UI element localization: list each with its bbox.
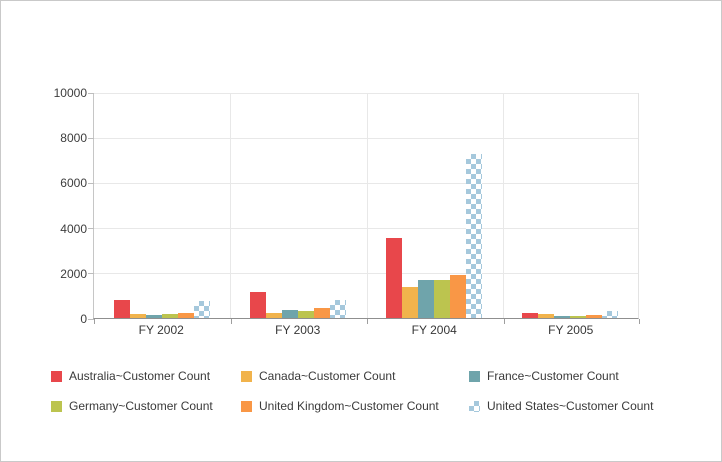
legend-item[interactable]: Australia~Customer Count <box>51 369 241 383</box>
bar[interactable] <box>282 310 298 318</box>
legend-item[interactable]: Germany~Customer Count <box>51 399 241 413</box>
legend-swatch <box>241 370 252 382</box>
legend-swatch <box>51 370 62 382</box>
legend-label: Canada~Customer Count <box>259 369 396 383</box>
y-axis-tick-label: 2000 <box>60 266 87 281</box>
y-axis-tick <box>88 92 94 94</box>
x-axis-tick <box>94 319 95 324</box>
legend-swatch <box>469 400 480 412</box>
x-axis-tick <box>503 319 505 324</box>
legend-swatch <box>51 400 62 412</box>
gridline-horizontal <box>94 228 638 230</box>
x-axis-tick <box>367 319 368 324</box>
plot-area <box>88 92 640 324</box>
bar[interactable] <box>418 279 434 318</box>
y-axis-tick <box>88 182 94 184</box>
bar[interactable] <box>434 279 450 318</box>
category-label: FY 2004 <box>411 323 457 337</box>
y-axis-tick-label: 0 <box>80 312 87 326</box>
bar[interactable] <box>386 237 402 318</box>
bar[interactable] <box>162 314 178 318</box>
y-axis-tick <box>88 318 94 320</box>
category-label: FY 2003 <box>275 323 321 337</box>
bar[interactable] <box>114 300 130 318</box>
legend-label: United Kingdom~Customer Count <box>259 399 439 413</box>
bar[interactable] <box>314 308 330 318</box>
bar[interactable] <box>330 299 346 318</box>
y-axis-tick <box>88 273 94 275</box>
legend-label: Germany~Customer Count <box>69 399 213 413</box>
bar[interactable] <box>402 286 418 318</box>
legend-swatch <box>241 400 252 412</box>
bar[interactable] <box>266 313 282 318</box>
bar[interactable] <box>586 315 602 318</box>
legend-item[interactable]: United States~Customer Count <box>469 399 653 413</box>
category-label: FY 2005 <box>548 323 594 337</box>
bar-group-fy-2004 <box>366 93 502 318</box>
legend: Australia~Customer Count Canada~Customer … <box>51 361 653 421</box>
legend-label: Australia~Customer Count <box>69 369 211 383</box>
bar[interactable] <box>466 154 482 318</box>
bar[interactable] <box>538 313 554 318</box>
bar[interactable] <box>178 312 194 318</box>
bar[interactable] <box>194 301 210 318</box>
gridline-horizontal <box>94 137 638 139</box>
bar[interactable] <box>450 275 466 318</box>
y-axis-tick-label: 6000 <box>60 176 87 191</box>
gridline-horizontal <box>94 92 638 94</box>
y-axis-tick <box>88 137 94 139</box>
y-axis-tick <box>88 228 94 230</box>
x-axis-tick <box>230 319 232 324</box>
bar[interactable] <box>570 316 586 318</box>
bar[interactable] <box>130 314 146 318</box>
bar[interactable] <box>146 315 162 318</box>
legend-item[interactable]: France~Customer Count <box>469 369 653 383</box>
gridline-vertical <box>503 93 504 318</box>
legend-label: France~Customer Count <box>487 369 619 383</box>
legend-label: United States~Customer Count <box>487 399 654 413</box>
y-axis-tick-label: 10000 <box>53 86 87 100</box>
bar[interactable] <box>602 310 618 318</box>
bar[interactable] <box>522 313 538 318</box>
gridline-horizontal <box>94 182 638 184</box>
x-axis-tick <box>639 319 640 324</box>
bar[interactable] <box>554 315 570 318</box>
bar-group-fy-2002 <box>94 93 230 318</box>
legend-swatch <box>469 370 480 382</box>
legend-item[interactable]: Canada~Customer Count <box>241 369 469 383</box>
category-label: FY 2002 <box>138 323 184 337</box>
bar[interactable] <box>250 292 266 318</box>
gridline-vertical <box>230 93 231 318</box>
gridline-horizontal <box>94 273 638 275</box>
bar-group-fy-2005 <box>502 93 638 318</box>
y-axis-tick-label: 8000 <box>60 131 87 146</box>
bar-group-fy-2003 <box>230 93 366 318</box>
y-axis-tick-label: 4000 <box>60 221 87 236</box>
gridline-vertical <box>366 93 368 318</box>
legend-item[interactable]: United Kingdom~Customer Count <box>241 399 469 413</box>
bar[interactable] <box>298 310 314 318</box>
